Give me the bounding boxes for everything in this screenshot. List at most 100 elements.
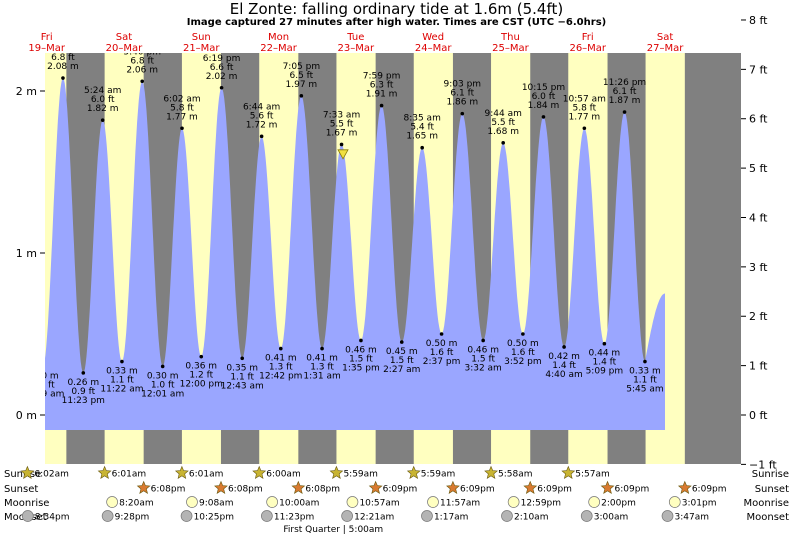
tide-label-text: 0.50 m <box>426 339 458 349</box>
tide-label-text: 7:59 pm <box>363 72 401 82</box>
tide-label-text: 1.77 m <box>166 112 198 122</box>
day-date: 20–Mar <box>106 43 143 54</box>
tide-label-text: 12:42 pm <box>259 372 302 382</box>
high-tide-label: 7:59 pm6.3 ft1.91 m <box>363 72 401 108</box>
tide-extreme-point <box>61 76 65 80</box>
high-tide-label: 5:24 am6.0 ft1.82 m <box>84 86 121 122</box>
day-date: 24–Mar <box>415 43 452 54</box>
tide-label-text: 6.1 ft <box>450 89 474 99</box>
tide-extreme-point <box>562 345 566 349</box>
tide-label-text: 6.5 ft <box>289 71 313 81</box>
tide-label-text: 10:57 am <box>563 94 606 104</box>
sun-icon <box>97 465 112 479</box>
tide-label-text: 3:32 am <box>464 363 501 373</box>
high-tide-label: 7:33 am5.5 ft1.67 m <box>323 110 360 147</box>
moonset-time: 9:28pm <box>115 513 150 523</box>
tide-label-text: 6.1 ft <box>613 87 637 97</box>
moonrise-time: 2:00pm <box>601 499 636 509</box>
tide-label-text: 1.4 ft <box>593 358 617 368</box>
tide-label-text: 5.5 ft <box>491 118 515 128</box>
tide-label-text: 1.84 m <box>528 101 560 111</box>
tide-extreme-point <box>379 103 384 108</box>
moon-icon <box>427 496 439 508</box>
tide-label-text: 0.35 m <box>226 363 258 373</box>
tide-label-text: 2:37 pm <box>423 357 461 367</box>
moon-icon <box>580 510 593 522</box>
sunset-time: 6:08pm <box>151 485 186 495</box>
chart-title: El Zonte: falling ordinary tide at 1.6m … <box>229 0 564 18</box>
tide-label-text: 0.44 m <box>589 349 621 359</box>
tide-label-text: 1.2 ft <box>189 371 213 381</box>
day-of-week: Wed <box>422 32 444 43</box>
sun-icon <box>368 480 383 494</box>
sun-icon <box>174 465 189 479</box>
left-axis-label: 0 m <box>16 409 37 422</box>
tide-extreme-point <box>602 341 607 346</box>
moonrise-time: 3:01pm <box>682 499 717 509</box>
tide-extreme-point <box>41 365 45 369</box>
tide-label-text: 1.86 m <box>446 98 478 108</box>
tide-label-text: 1.5 ft <box>349 354 373 364</box>
sunset-time: 6:09pm <box>692 485 727 495</box>
tide-extreme-point <box>439 332 444 336</box>
tide-label-text: 6.0 ft <box>91 95 115 105</box>
tide-label-text: 5.8 ft <box>170 103 194 113</box>
moonset-row: MoonsetMoonset8:34pm9:28pm10:25pm11:23pm… <box>4 510 790 523</box>
high-tide-label: 6:02 am5.8 ft1.77 m <box>163 94 201 131</box>
moonrise-time: 12:59pm <box>521 499 561 509</box>
sun-icon <box>446 480 460 494</box>
tide-extreme-point <box>160 364 165 369</box>
chart-subtitle: Image captured 27 minutes after high wat… <box>186 17 607 28</box>
moonset-time: 3:00am <box>594 513 629 523</box>
current-tide-marker <box>337 149 349 160</box>
moonset-time: 10:25pm <box>194 513 234 523</box>
low-tide-label: 0.46 m1.5 ft3:32 am <box>464 338 502 373</box>
low-tide-label: 0.41 m1.3 ft1:31 am <box>303 346 341 382</box>
sunrise-time: 5:59am <box>343 470 378 480</box>
right-axis-label: 3 ft <box>749 261 768 274</box>
tide-extreme-point <box>399 340 404 344</box>
tide-label-text: 5:04 pm <box>44 44 82 54</box>
day-date: 22–Mar <box>260 43 297 54</box>
day-of-week: Thu <box>500 32 520 43</box>
day-of-week: Sun <box>192 32 211 43</box>
tide-label-text: 0.41 m <box>265 354 297 364</box>
day-of-week: Fri <box>582 32 594 43</box>
low-tide-label: 0.50 m1.6 ft3:52 pm <box>504 332 542 367</box>
right-axis-label: 8 ft <box>749 14 768 27</box>
tide-label-text: 0.26 m <box>67 378 99 388</box>
tide-label-text: 4:40 am <box>545 370 582 380</box>
sunrise-time: 5:58am <box>498 470 533 480</box>
tide-label-text: 6:02 am <box>163 94 200 104</box>
day-of-week: Fri <box>41 32 53 43</box>
tide-label-text: 1.3 ft <box>310 363 334 373</box>
tide-label-text: 0.30 m <box>147 371 179 381</box>
moonrise-label-right: Moonrise <box>744 498 789 509</box>
tide-label-text: 6.8 ft <box>51 53 75 63</box>
moon-icon <box>346 496 359 508</box>
moonset-label-right: Moonset <box>747 512 790 523</box>
tide-label-text: 2.02 m <box>206 72 238 82</box>
moonset-time: 2:10am <box>514 513 549 523</box>
tide-label-text: 1.1 ft <box>110 376 134 386</box>
sunrise-time: 6:02am <box>34 470 68 480</box>
tide-label-text: 5.8 ft <box>572 103 596 113</box>
day-date: 26–Mar <box>569 43 606 54</box>
tide-label-text: 10:49 am <box>21 389 64 399</box>
tide-extreme-point <box>199 354 204 359</box>
tide-label-text: 0.46 m <box>345 345 377 355</box>
right-axis-label: 1 ft <box>749 360 768 373</box>
sunset-time: 6:09pm <box>383 485 418 495</box>
moon-phase-label: First Quarter | 5:00am <box>283 525 383 535</box>
tide-label-text: 11:22 am <box>100 385 143 395</box>
high-tide-label: 9:44 am5.5 ft1.68 m <box>485 109 522 145</box>
moon-icon <box>668 496 681 508</box>
day-of-week: Sat <box>657 32 673 43</box>
tide-label-text: 12:01 am <box>141 389 184 399</box>
